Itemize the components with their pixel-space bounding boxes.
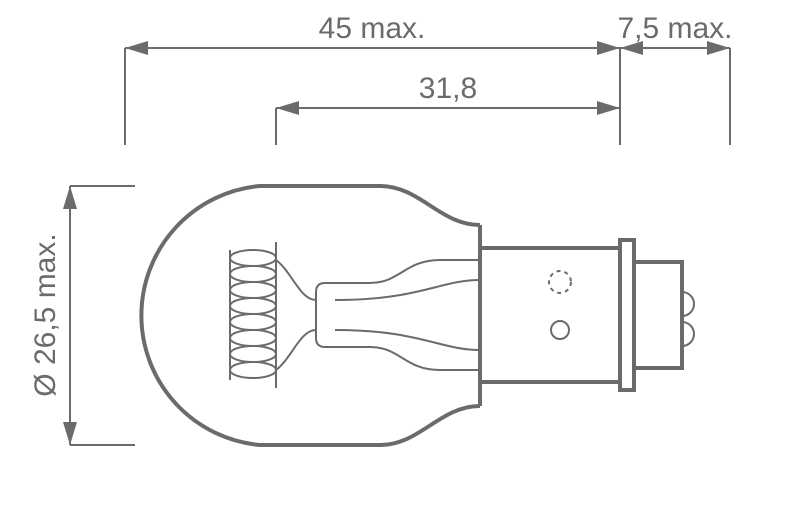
dim-tip-length-label: 7,5 max.	[617, 12, 732, 45]
dim-overall-length-label: 45 max.	[319, 12, 426, 45]
filament-coil	[230, 250, 276, 378]
locating-pin-solid	[551, 321, 569, 339]
dim-tip-length: 7,5 max.	[617, 12, 732, 55]
bulb-diagram: 45 max. 7,5 max. 31,8 Ø 26,5 max.	[0, 0, 800, 517]
dim-overall-length: 45 max.	[125, 12, 620, 55]
bulb-glass-outline	[141, 186, 480, 445]
dim-diameter-label: Ø 26,5 max.	[29, 233, 62, 396]
dim-glass-length-label: 31,8	[419, 72, 477, 105]
dim-glass-length: 31,8	[276, 72, 620, 115]
locating-pin-dashed	[549, 271, 571, 293]
dim-diameter: Ø 26,5 max.	[29, 186, 135, 445]
bulb-base	[480, 225, 694, 406]
